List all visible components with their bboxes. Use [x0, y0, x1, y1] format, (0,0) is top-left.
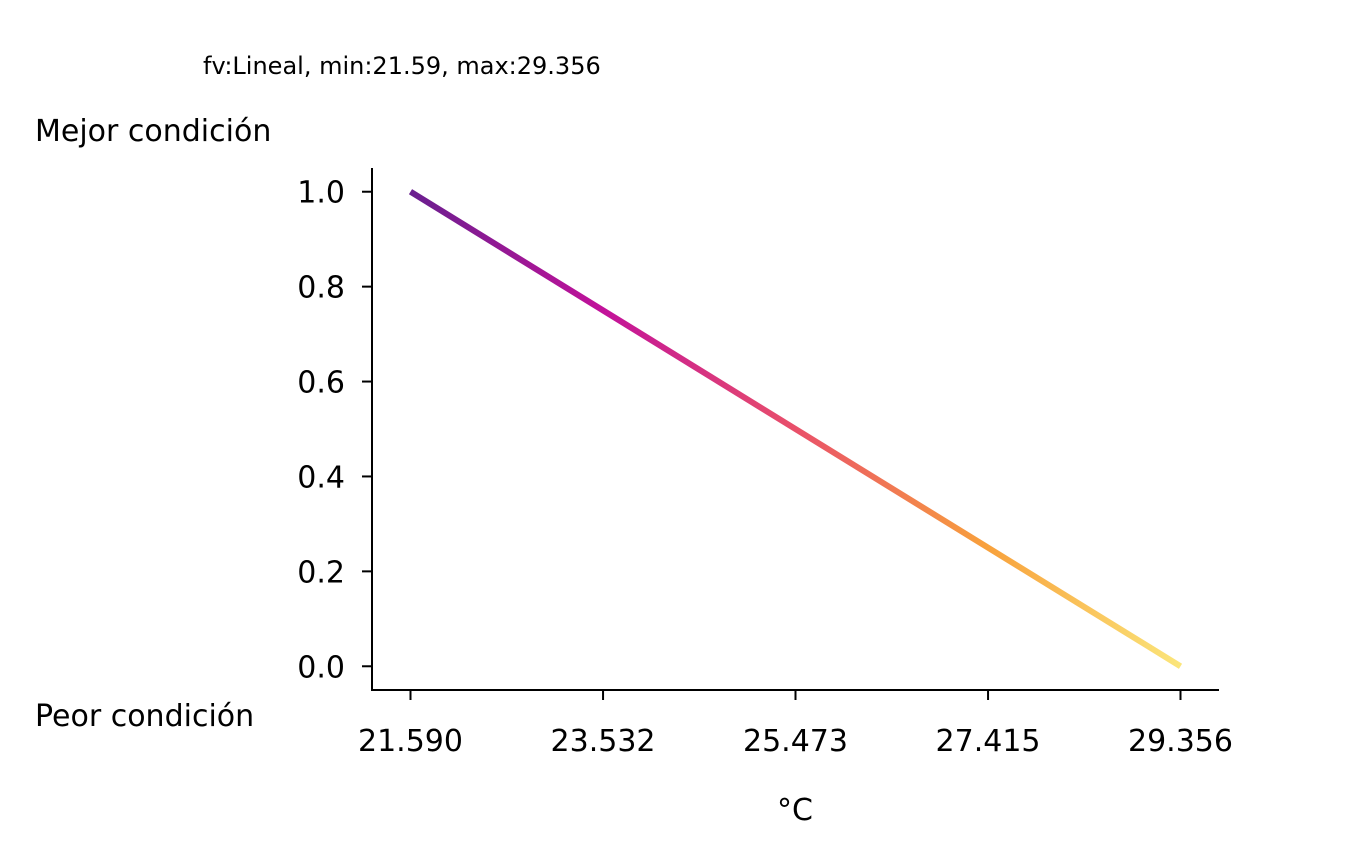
y-tick-label: 0.2	[297, 555, 345, 590]
y-tick-label: 0.0	[297, 650, 345, 685]
series-line	[408, 189, 1183, 669]
y-tick-label: 0.4	[297, 460, 345, 495]
x-ticks: 21.590 23.532 25.473 27.415 29.356	[358, 690, 1233, 759]
x-axis-label: °C	[777, 793, 813, 828]
y-tick-label: 0.8	[297, 271, 345, 306]
x-tick-label: 23.532	[551, 724, 656, 759]
x-tick-label: 27.415	[936, 724, 1041, 759]
x-tick-label: 25.473	[743, 724, 848, 759]
x-tick-label: 21.590	[358, 724, 463, 759]
y-tick-label: 1.0	[297, 176, 345, 211]
y-label-bottom: Peor condición	[35, 699, 254, 734]
x-tick-label: 29.356	[1128, 724, 1233, 759]
y-ticks: 0.0 0.2 0.4 0.6 0.8 1.0	[297, 176, 372, 685]
chart-title: fv:Lineal, min:21.59, max:29.356	[203, 52, 601, 80]
y-tick-label: 0.6	[297, 366, 345, 401]
y-label-top: Mejor condición	[35, 114, 271, 149]
